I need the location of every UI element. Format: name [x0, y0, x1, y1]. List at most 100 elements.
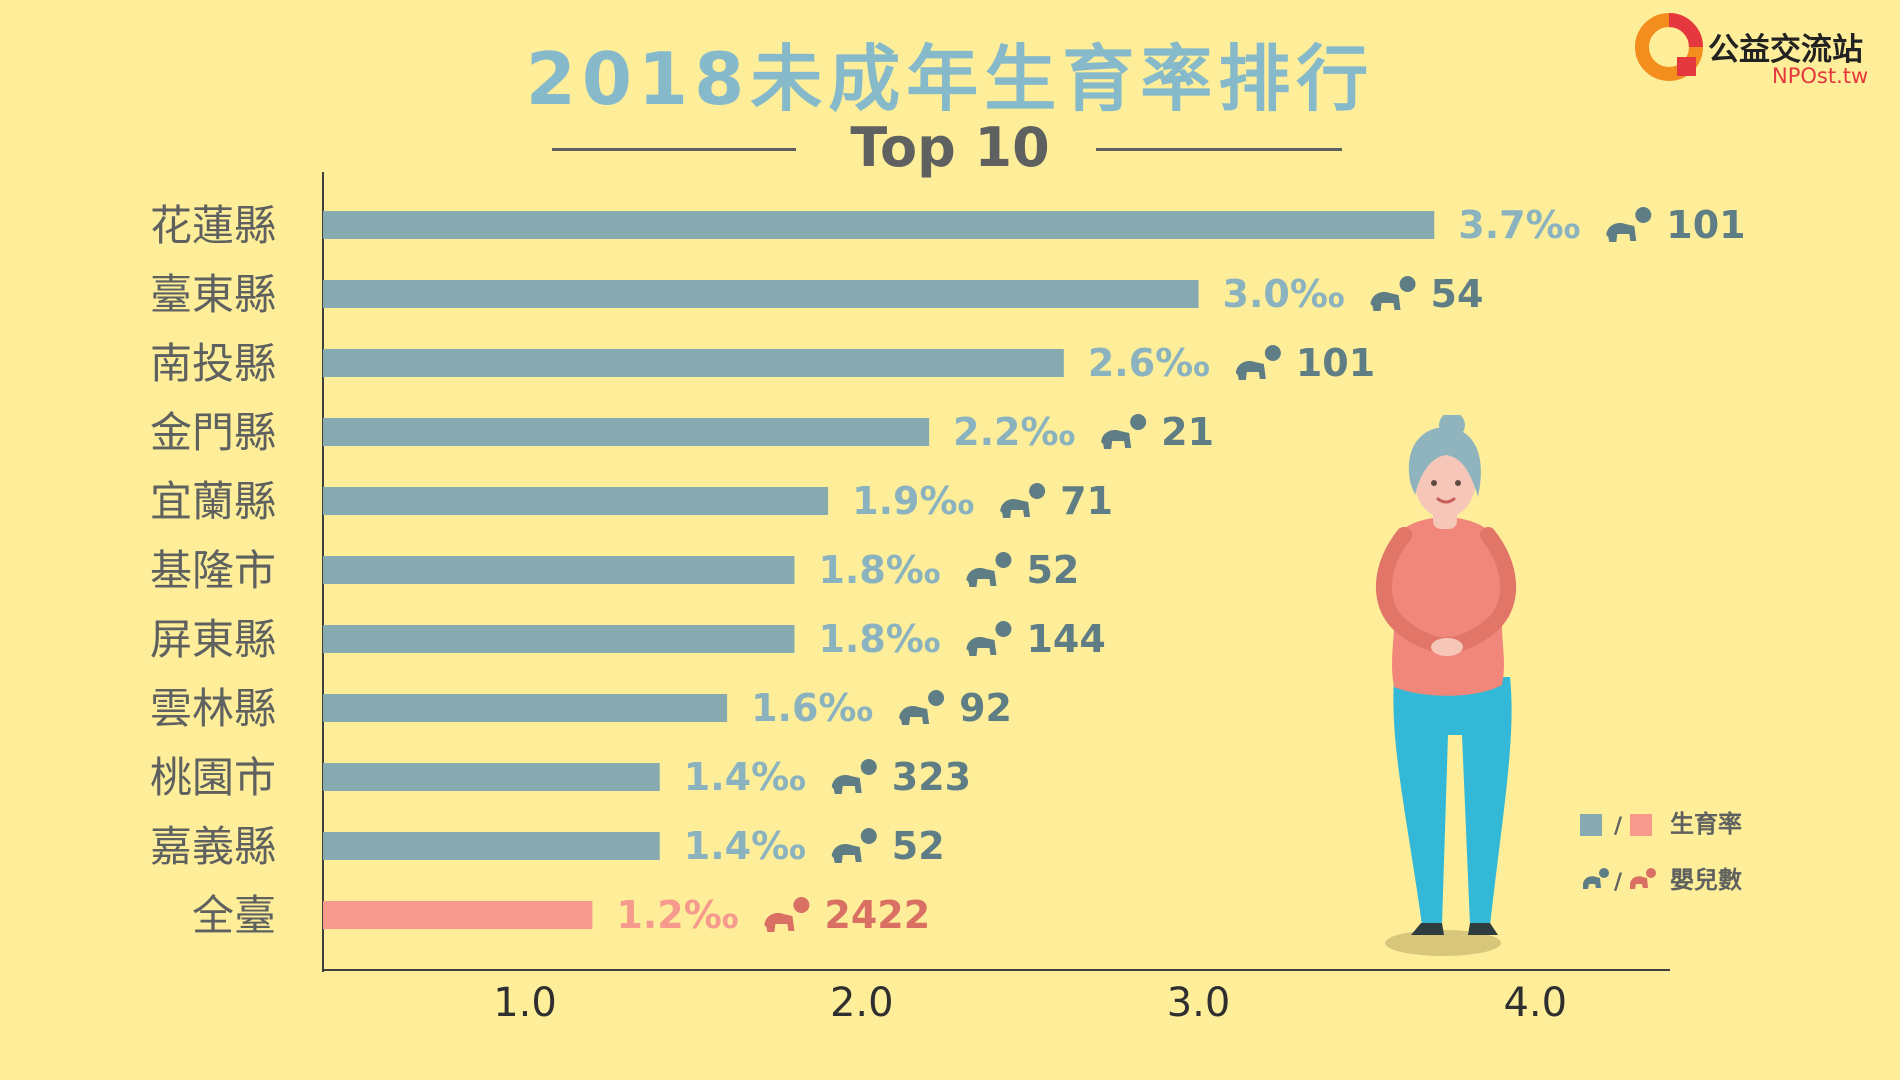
category-label-9: 嘉義縣	[150, 822, 276, 871]
count-label-1: 54	[1431, 272, 1484, 316]
category-label-4: 宜蘭縣	[150, 477, 276, 526]
count-label-6: 144	[1026, 617, 1105, 661]
value-label-6: 1.8‰	[818, 617, 940, 661]
chart-title: 2018未成年生育率排行	[525, 37, 1375, 121]
category-label-3: 金門縣	[150, 408, 276, 457]
baby-icon	[831, 828, 877, 863]
category-label-2: 南投縣	[150, 339, 276, 388]
legend-swatch-pink	[1630, 814, 1652, 836]
brand[interactable]: 公益交流站 NPOst.tw	[1632, 10, 1892, 88]
bar-4	[323, 487, 829, 515]
baby-icon-body-2	[1235, 361, 1266, 380]
value-label-7: 1.6‰	[751, 686, 873, 730]
baby-icon-head-2	[1264, 345, 1281, 361]
x-tick-label-1: 2.0	[830, 980, 894, 1026]
x-tick-label-3: 4.0	[1503, 980, 1567, 1026]
baby-icon-body-0	[1606, 223, 1637, 242]
bar-8	[323, 763, 660, 791]
chart-subtitle: Top 10	[850, 116, 1050, 179]
baby-icon	[1606, 207, 1652, 242]
count-label-10: 2422	[824, 893, 930, 937]
baby-icon-head-8	[860, 759, 877, 775]
count-label-9: 52	[892, 824, 945, 868]
bar-5	[323, 556, 795, 584]
baby-icon	[899, 690, 945, 725]
x-tick-label-2: 3.0	[1167, 980, 1231, 1026]
bar-7	[323, 694, 728, 722]
legend-separator-2: /	[1614, 870, 1623, 895]
baby-icon	[966, 552, 1012, 587]
baby-icon-body-9	[831, 844, 862, 863]
baby-icon-head-1	[1399, 276, 1416, 292]
subtitle-rule-right	[1096, 148, 1342, 151]
baby-icon-body-1	[1370, 292, 1401, 311]
baby-icon	[764, 897, 810, 932]
baby-icon	[1235, 345, 1281, 380]
baby-icon-body-8	[831, 775, 862, 794]
value-label-1: 3.0‰	[1223, 272, 1345, 316]
legend-rate-swatches: /	[1580, 814, 1652, 839]
legend-count: / 嬰兒數	[1578, 864, 1778, 896]
baby-icon	[831, 759, 877, 794]
category-label-8: 桃園市	[150, 753, 276, 802]
count-label-0: 101	[1666, 203, 1745, 247]
baby-icon-head-5	[995, 552, 1012, 568]
count-label-5: 52	[1026, 548, 1079, 592]
baby-icon-body-7	[899, 706, 930, 725]
baby-icon	[1583, 868, 1609, 889]
count-label-3: 21	[1161, 410, 1214, 454]
baby-icon-head-4	[1029, 483, 1046, 499]
legend-count-icons: /	[1583, 868, 1656, 895]
brand-url: NPOst.tw	[1772, 64, 1869, 88]
baby-icon-head-10	[793, 897, 810, 913]
baby-icon-body-3	[1101, 430, 1132, 449]
legend-rate-label: 生育率	[1670, 810, 1742, 838]
value-label-2: 2.6‰	[1088, 341, 1210, 385]
value-label-4: 1.9‰	[852, 479, 974, 523]
brand-name: 公益交流站	[1708, 32, 1863, 68]
category-label-0: 花蓮縣	[150, 201, 276, 250]
category-label-10: 全臺	[192, 891, 276, 940]
baby-icon-head-0	[1635, 207, 1652, 223]
legend-count-label: 嬰兒數	[1670, 866, 1742, 894]
legend-swatch-blue	[1580, 814, 1602, 836]
baby-icon-head-7	[928, 690, 945, 706]
baby-icon	[1370, 276, 1416, 311]
baby-icon-body-5	[966, 568, 997, 587]
legend-rate: / 生育率	[1578, 808, 1778, 840]
baby-icon-head-9	[860, 828, 877, 844]
category-label-5: 基隆市	[150, 546, 276, 595]
baby-icon-body-6	[966, 637, 997, 656]
subtitle-rule-left	[552, 148, 796, 151]
baby-icon-head-3	[1130, 414, 1147, 430]
baby-icon	[966, 621, 1012, 656]
count-label-4: 71	[1060, 479, 1113, 523]
count-label-2: 101	[1296, 341, 1375, 385]
value-label-0: 3.7‰	[1458, 203, 1580, 247]
category-label-6: 屏東縣	[150, 615, 276, 664]
count-label-7: 92	[959, 686, 1012, 730]
bar-0	[323, 211, 1435, 239]
bar-6	[323, 625, 795, 653]
bar-1	[323, 280, 1199, 308]
value-label-10: 1.2‰	[616, 893, 738, 937]
baby-icon-body-4	[1000, 499, 1031, 518]
value-label-3: 2.2‰	[953, 410, 1075, 454]
category-label-7: 雲林縣	[150, 684, 276, 733]
value-label-8: 1.4‰	[684, 755, 806, 799]
category-label-1: 臺東縣	[150, 270, 276, 319]
woman-illustration	[1375, 415, 1517, 956]
baby-icon	[1000, 483, 1046, 518]
bar-3	[323, 418, 930, 446]
value-label-5: 1.8‰	[818, 548, 940, 592]
legend-separator-1: /	[1614, 814, 1623, 839]
bar-2	[323, 349, 1064, 377]
chart-legend: / 生育率 / 嬰兒數	[1578, 808, 1778, 918]
baby-icon-body-10	[764, 913, 795, 932]
bar-10	[323, 901, 593, 929]
baby-icon-head-6	[995, 621, 1012, 637]
npost-logo-icon	[1635, 13, 1703, 81]
bar-9	[323, 832, 660, 860]
